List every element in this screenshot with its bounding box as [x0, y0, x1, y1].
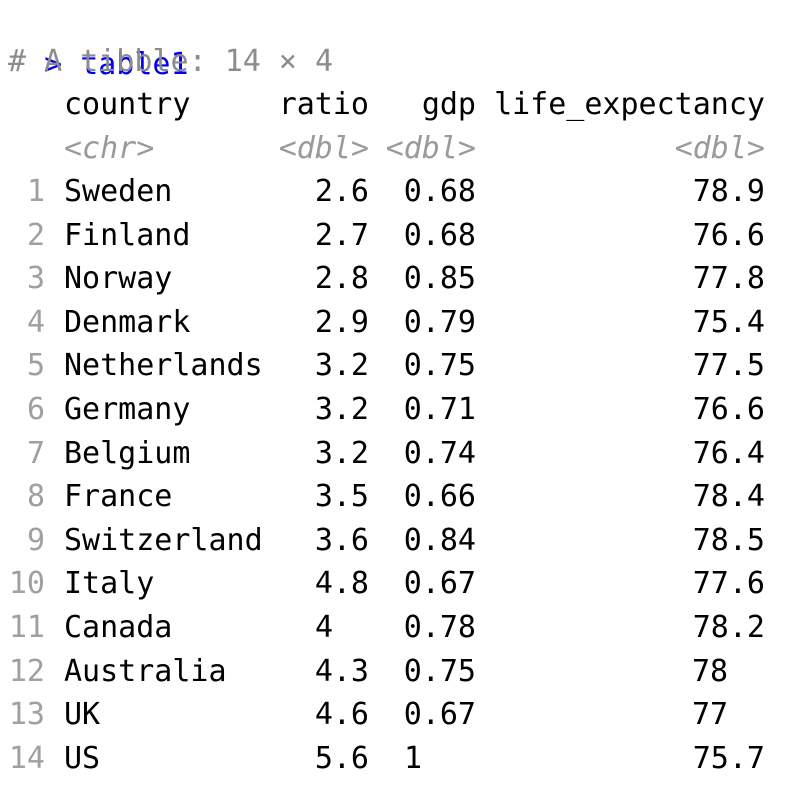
- table-header-row: country ratio gdp life_expectancy: [0, 83, 800, 126]
- row-index: 10: [8, 566, 45, 602]
- cell-life-expectancy: 77.6: [692, 566, 765, 602]
- table-row: 3 Norway 2.8 0.85 77.8: [0, 257, 800, 300]
- cell-gdp: 0.68: [403, 217, 476, 253]
- cell-ratio: 2.8: [314, 261, 369, 297]
- cell-life-expectancy: 77.8: [692, 261, 765, 297]
- cell-life-expectancy: 78.9: [692, 174, 765, 209]
- cell-life-expectancy: 75.7: [692, 740, 765, 776]
- row-index: 6: [26, 392, 45, 427]
- row-index: 14: [8, 740, 45, 776]
- cell-life-expectancy: 78.2: [692, 610, 765, 645]
- column-header-life-expectancy: life_expectancy: [494, 87, 765, 122]
- command-text: table1: [80, 47, 189, 82]
- cell-life-expectancy: 77: [692, 697, 729, 733]
- row-index: 1: [26, 174, 45, 209]
- cell-country: Germany: [64, 392, 191, 427]
- table-row: 14 US 5.6 1 75.7: [0, 737, 800, 780]
- cell-gdp: 0.84: [403, 522, 476, 558]
- cell-gdp: 0.75: [403, 653, 476, 689]
- cell-ratio: 3.2: [314, 392, 369, 427]
- row-index: 7: [26, 435, 45, 471]
- cell-gdp: 0.66: [403, 479, 476, 515]
- console-prompt-line: > table1: [8, 0, 188, 82]
- column-type-gdp: <dbl>: [385, 131, 476, 166]
- table-row: 13 UK 4.6 0.67 77: [0, 693, 800, 736]
- cell-gdp: 0.74: [403, 435, 476, 471]
- cell-life-expectancy: 78.4: [692, 479, 765, 515]
- row-index: 8: [26, 479, 45, 515]
- cell-ratio: 4.3: [314, 653, 369, 689]
- cell-life-expectancy: 76.4: [692, 435, 765, 471]
- table-row: 1 Sweden 2.6 0.68 78.9: [0, 170, 800, 213]
- cell-ratio: 3.5: [314, 479, 369, 515]
- cell-gdp: 0.67: [403, 697, 476, 733]
- cell-country: US: [64, 740, 101, 776]
- column-type-country: <chr>: [64, 131, 155, 166]
- cell-life-expectancy: 77.5: [692, 348, 765, 384]
- cell-gdp: 0.79: [403, 304, 476, 340]
- cell-gdp: 0.85: [403, 261, 476, 297]
- cell-gdp: 0.68: [403, 174, 476, 209]
- cell-country: Norway: [64, 261, 173, 297]
- cell-ratio: 4: [315, 610, 334, 645]
- cell-gdp: 0.78: [403, 610, 476, 645]
- column-type-life-expectancy: <dbl>: [674, 131, 765, 166]
- column-header-country: country: [64, 87, 191, 122]
- table-row: 11 Canada 4 0.78 78.2: [0, 606, 800, 649]
- cell-country: Denmark: [64, 304, 191, 340]
- cell-life-expectancy: 75.4: [692, 304, 765, 340]
- table-row: 7 Belgium 3.2 0.74 76.4: [0, 432, 800, 475]
- table-row: 10 Italy 4.8 0.67 77.6: [0, 562, 800, 605]
- table-row: 9 Switzerland 3.6 0.84 78.5: [0, 519, 800, 562]
- table-row: 2 Finland 2.7 0.68 76.6: [0, 214, 800, 257]
- row-index: 9: [26, 522, 45, 558]
- cell-country: Finland: [64, 217, 191, 253]
- cell-country: Switzerland: [64, 522, 263, 558]
- cell-gdp: 1: [404, 740, 423, 776]
- cell-country: Italy: [64, 566, 155, 602]
- column-header-gdp: gdp: [421, 87, 476, 122]
- prompt-symbol: >: [44, 47, 63, 82]
- cell-ratio: 2.9: [314, 304, 369, 340]
- column-type-ratio: <dbl>: [278, 131, 369, 166]
- row-index: 13: [8, 697, 45, 733]
- cell-gdp: 0.75: [403, 348, 476, 384]
- cell-country: Sweden: [64, 174, 173, 209]
- table-row: 5 Netherlands 3.2 0.75 77.5: [0, 344, 800, 387]
- row-index: 12: [8, 653, 45, 689]
- cell-country: Australia: [64, 653, 227, 689]
- cell-country: UK: [64, 697, 101, 733]
- row-index: 5: [26, 348, 45, 384]
- cell-life-expectancy: 76.6: [692, 217, 765, 253]
- cell-gdp: 0.71: [403, 392, 476, 427]
- row-index: 3: [26, 261, 45, 297]
- cell-gdp: 0.67: [403, 566, 476, 602]
- table-row: 6 Germany 3.2 0.71 76.6: [0, 388, 800, 431]
- cell-life-expectancy: 78: [692, 653, 729, 689]
- cell-ratio: 3.2: [314, 435, 369, 471]
- column-header-ratio: ratio: [278, 87, 369, 122]
- cell-ratio: 3.6: [314, 522, 369, 558]
- table-type-row: <chr> <dbl> <dbl> <dbl>: [0, 127, 800, 170]
- cell-ratio: 2.7: [314, 217, 369, 253]
- cell-country: Netherlands: [64, 348, 263, 384]
- row-index: 4: [26, 304, 45, 340]
- cell-ratio: 3.2: [314, 348, 369, 384]
- cell-ratio: 2.6: [314, 174, 369, 209]
- cell-country: Canada: [64, 610, 173, 645]
- table-row: 8 France 3.5 0.66 78.4: [0, 475, 800, 518]
- cell-country: Belgium: [64, 435, 191, 471]
- tibble-summary-comment: # A tibble: 14 × 4: [8, 44, 334, 79]
- table-row: 4 Denmark 2.9 0.79 75.4: [0, 301, 800, 344]
- table-row: 12 Australia 4.3 0.75 78: [0, 650, 800, 693]
- row-index: 2: [26, 217, 45, 253]
- row-index: 11: [8, 610, 45, 645]
- cell-life-expectancy: 78.5: [692, 522, 765, 558]
- cell-ratio: 4.8: [314, 566, 369, 602]
- cell-life-expectancy: 76.6: [692, 392, 765, 427]
- cell-country: France: [64, 479, 173, 515]
- cell-ratio: 5.6: [314, 740, 369, 776]
- cell-ratio: 4.6: [314, 697, 369, 733]
